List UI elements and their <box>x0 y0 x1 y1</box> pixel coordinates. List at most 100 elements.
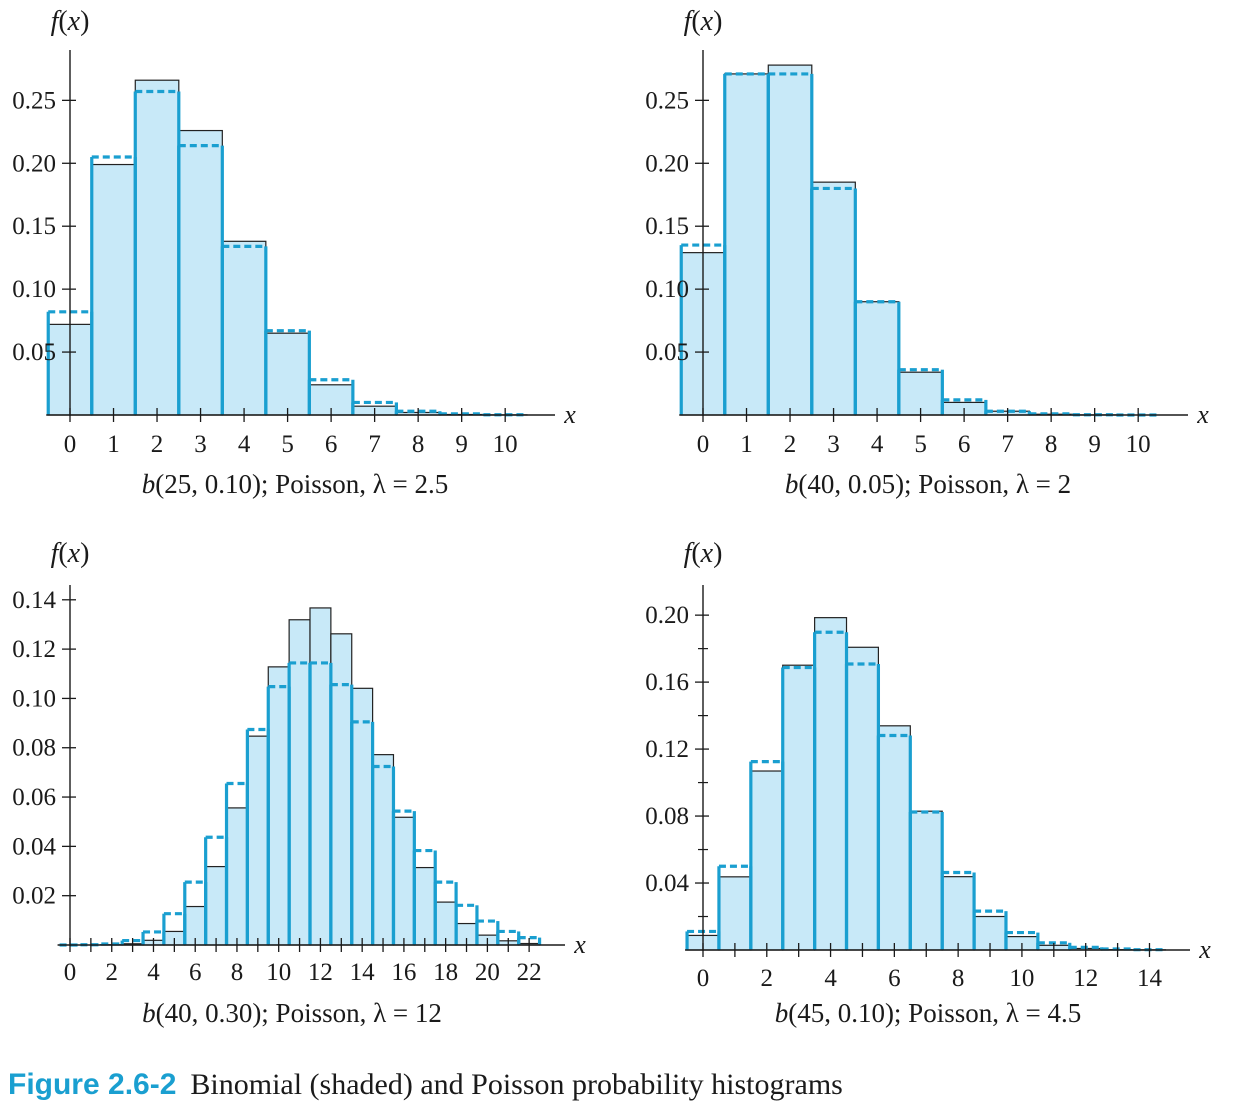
x-tick-label: 10 <box>266 959 291 986</box>
x-axis-label: x <box>1196 400 1209 429</box>
binomial-bar <box>877 725 911 951</box>
binomial-bar <box>811 181 856 416</box>
x-tick-label: 8 <box>412 431 425 458</box>
y-tick-label: 0.12 <box>645 736 689 763</box>
x-tick-label: 2 <box>761 965 774 992</box>
x-tick-label: 9 <box>455 431 468 458</box>
binomial-bar <box>178 129 223 416</box>
binomial-bar <box>909 810 943 951</box>
x-tick-label: 7 <box>368 431 381 458</box>
y-axis-label: f(x) <box>51 538 90 569</box>
x-tick-label: 8 <box>952 965 965 992</box>
x-tick-label: 5 <box>914 431 927 458</box>
chart-title: b(45, 0.10); Poisson, λ = 4.5 <box>775 998 1082 1028</box>
binomial-bar <box>330 633 353 946</box>
y-tick-label: 0.14 <box>12 587 56 614</box>
x-tick-label: 12 <box>308 959 333 986</box>
binomial-bar <box>91 163 136 416</box>
binomial-bar <box>392 816 415 946</box>
x-tick-label: 8 <box>1045 431 1058 458</box>
binomial-bar <box>267 666 290 946</box>
figure-label: Figure 2.6-2 <box>8 1068 177 1101</box>
binomial-bar <box>724 73 769 416</box>
y-tick-label: 0.02 <box>12 883 56 910</box>
y-tick-label: 0.06 <box>12 784 56 811</box>
binomial-bar <box>351 687 374 946</box>
y-axis-label: f(x) <box>684 6 723 37</box>
x-tick-label: 22 <box>517 959 542 986</box>
x-tick-label: 2 <box>151 431 164 458</box>
binomial-bar <box>246 735 269 946</box>
x-tick-label: 12 <box>1073 965 1098 992</box>
y-tick-label: 0.15 <box>645 213 689 240</box>
binomial-bar <box>413 866 436 946</box>
x-tick-label: 18 <box>433 959 458 986</box>
x-tick-label: 14 <box>1137 965 1163 992</box>
x-tick-label: 1 <box>107 431 120 458</box>
binomial-bar <box>309 607 332 946</box>
y-tick-label: 0.10 <box>12 685 56 712</box>
x-axis-label: x <box>563 400 576 429</box>
x-tick-label: 4 <box>824 965 837 992</box>
binomial-bar <box>134 79 180 416</box>
chart-panel-3: 0.02 0.04 0.06 0.08 0.10 0.12 0.14 0 2 4 6 8 10 12 14 1… <box>12 538 586 1028</box>
histogram-figure: 0.050.100.150.200.250 1 2 3 4 5 6 7 8 9 10xf(x)b(2… <box>12 6 1211 1028</box>
x-tick-label: 14 <box>350 959 376 986</box>
x-tick-label: 10 <box>1126 431 1151 458</box>
chart-title: b(40, 0.05); Poisson, λ = 2 <box>785 469 1071 499</box>
x-tick-label: 0 <box>64 431 77 458</box>
x-tick-label: 7 <box>1001 431 1014 458</box>
binomial-bar <box>718 876 752 951</box>
y-axis-label: f(x) <box>684 538 723 569</box>
y-tick-label: 0.08 <box>12 735 56 762</box>
x-tick-label: 8 <box>231 959 244 986</box>
y-tick-label: 0.05 <box>12 339 56 366</box>
binomial-bar <box>767 64 813 416</box>
binomial-bar <box>941 876 975 951</box>
figure-caption-text: Binomial (shaded) and Poisson probabilit… <box>190 1068 843 1101</box>
binomial-bar <box>205 865 228 946</box>
y-tick-label: 0.25 <box>645 87 689 114</box>
x-tick-label: 6 <box>325 431 338 458</box>
binomial-bar <box>288 619 311 946</box>
x-tick-label: 10 <box>493 431 518 458</box>
x-tick-label: 0 <box>697 431 710 458</box>
x-tick-label: 16 <box>391 959 416 986</box>
x-tick-label: 6 <box>189 959 202 986</box>
x-tick-label: 9 <box>1088 431 1101 458</box>
chart-panel-2: 0.05 0.10 0.15 0.20 0.25 0 1 2 3 4 5 6 7 8 9 10 x f(x) b(4… <box>645 6 1209 499</box>
binomial-bar <box>225 807 248 946</box>
x-axis-label: x <box>573 930 586 959</box>
x-tick-label: 2 <box>105 959 118 986</box>
y-tick-label: 0.04 <box>645 870 689 897</box>
x-tick-label: 1 <box>740 431 753 458</box>
chart-panel-4: 0.04 0.08 0.12 0.16 0.20 0 2 4 6 8 10 12 14 x f(x) b(45… <box>645 538 1211 1028</box>
binomial-bar <box>782 664 816 951</box>
y-axis-label: f(x) <box>51 6 90 37</box>
x-tick-label: 6 <box>958 431 971 458</box>
binomial-bar <box>898 371 943 416</box>
x-tick-label: 3 <box>194 431 207 458</box>
y-tick-label: 0.20 <box>12 150 56 177</box>
y-tick-label: 0.12 <box>12 636 56 663</box>
x-tick-label: 5 <box>281 431 294 458</box>
chart-panel-1: 0.05 0.10 0.15 0.20 0.25 0 1 2 3 4 5 6 7 8 9 10 x f(x) b(2… <box>12 6 576 499</box>
y-tick-label: 0.25 <box>12 87 56 114</box>
x-axis-label: x <box>1198 935 1211 964</box>
binomial-bar <box>854 301 900 416</box>
x-tick-label: 2 <box>784 431 797 458</box>
y-tick-label: 0.20 <box>645 602 689 629</box>
x-tick-label: 10 <box>1009 965 1034 992</box>
chart-title: b(25, 0.10); Poisson, λ = 2.5 <box>142 469 449 499</box>
x-tick-label: 4 <box>871 431 884 458</box>
y-tick-label: 0.05 <box>645 339 689 366</box>
chart-title: b(40, 0.30); Poisson, λ = 12 <box>142 998 442 1028</box>
binomial-bar <box>750 770 784 951</box>
y-tick-label: 0.15 <box>12 213 56 240</box>
y-tick-label: 0.04 <box>12 833 56 860</box>
x-tick-label: 4 <box>238 431 251 458</box>
x-tick-label: 6 <box>888 965 901 992</box>
binomial-bar <box>814 617 848 951</box>
x-tick-label: 20 <box>475 959 500 986</box>
x-tick-label: 3 <box>827 431 840 458</box>
